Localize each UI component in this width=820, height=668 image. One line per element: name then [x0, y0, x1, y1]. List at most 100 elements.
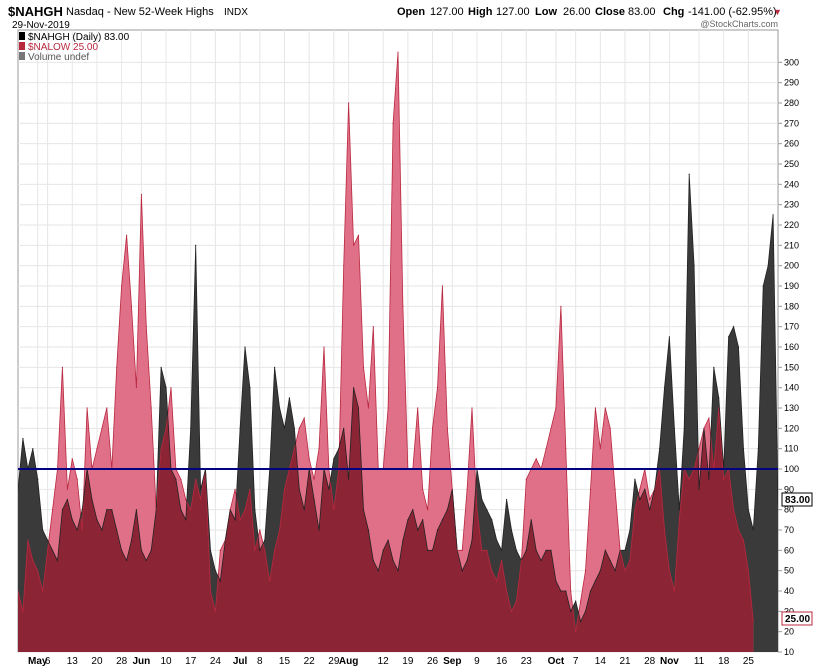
highs-point: [417, 529, 419, 531]
open-label: Open: [397, 6, 425, 18]
highs-point: [496, 539, 498, 541]
y-tick-label: 40: [784, 586, 794, 596]
header-exchange: INDX: [224, 7, 248, 18]
legend-volume: Volume undef: [28, 52, 89, 63]
highs-point: [614, 570, 616, 572]
highs-point: [219, 580, 221, 582]
highs-point: [116, 529, 118, 531]
lows-point: [348, 102, 350, 104]
highs-point: [91, 498, 93, 501]
highs-point: [318, 529, 320, 531]
highs-point: [510, 529, 513, 531]
x-tick-label: 6: [45, 656, 51, 667]
lows-point: [293, 448, 295, 450]
lows-point: [333, 509, 335, 511]
lows-point: [224, 539, 226, 541]
lows-point: [76, 478, 78, 480]
highs-point: [293, 427, 295, 429]
highs-point: [165, 387, 167, 389]
lows-point: [752, 620, 754, 623]
lows-point: [387, 407, 389, 409]
highs-point: [372, 559, 374, 562]
lows-point: [510, 610, 513, 612]
lows-point: [160, 448, 162, 450]
highs-point: [125, 559, 128, 562]
highs-point: [348, 478, 350, 480]
lows-point: [318, 448, 320, 450]
lows-point: [244, 509, 246, 511]
lows-point: [165, 427, 167, 429]
legend-swatch-volume: [19, 52, 25, 60]
lows-point: [397, 51, 399, 53]
close-label: Close: [595, 6, 625, 18]
lows-point: [47, 549, 49, 551]
lows-point: [86, 407, 88, 409]
lows-point: [417, 407, 419, 409]
highs-point: [599, 570, 601, 572]
lows-point: [343, 265, 345, 267]
highs-point: [530, 519, 532, 521]
legend-swatch-highs: [19, 32, 25, 40]
highs-point: [663, 387, 666, 389]
y-tick-label: 190: [784, 281, 799, 291]
x-tick-label: 17: [185, 656, 197, 667]
close-value: 83.00: [628, 6, 656, 18]
highs-point: [481, 498, 483, 501]
highs-point: [515, 549, 518, 551]
x-tick-label: 7: [573, 656, 579, 667]
x-tick-label: 12: [378, 656, 390, 667]
lows-point: [135, 387, 138, 389]
highs-point: [160, 366, 162, 368]
y-tick-label: 290: [784, 78, 799, 88]
highs-point: [412, 509, 414, 511]
highs-point: [555, 580, 557, 582]
highs-point: [106, 509, 108, 511]
lows-point: [372, 326, 374, 328]
y-tick-label: 10: [784, 647, 794, 657]
lows-point: [254, 549, 256, 551]
lows-point: [629, 559, 631, 562]
highs-point: [47, 539, 49, 541]
lows-point: [269, 580, 271, 582]
highs-point: [742, 448, 745, 450]
highs-point: [545, 549, 547, 551]
highs-point: [737, 346, 740, 348]
lows-point: [367, 407, 369, 409]
y-axis: 10 20 30 40 50 60 70 80 90 100 110 120 130 140 150 160 1…: [778, 57, 799, 657]
highs-point: [584, 610, 587, 612]
lows-point: [362, 366, 365, 368]
x-tick-label: 9: [474, 656, 480, 667]
lows-point: [357, 234, 360, 236]
highs-point: [427, 549, 429, 551]
watermark: @StockCharts.com: [700, 19, 778, 29]
highs-point: [392, 559, 394, 562]
lows-point: [140, 193, 142, 196]
highs-point: [274, 366, 276, 368]
highs-point: [747, 509, 749, 511]
highs-point: [422, 519, 424, 521]
lows-point: [550, 427, 552, 429]
highs-point: [209, 549, 212, 551]
lows-point: [505, 590, 508, 592]
lows-price-label: 25.00: [785, 614, 810, 625]
highs-point: [732, 326, 735, 328]
y-tick-label: 280: [784, 98, 799, 108]
y-tick-label: 110: [784, 444, 798, 454]
lows-point: [32, 559, 34, 562]
highs-point: [471, 539, 473, 541]
highs-point: [486, 509, 488, 511]
highs-point: [298, 488, 300, 490]
highs-point: [111, 509, 113, 511]
lows-point: [42, 590, 44, 592]
lows-point: [486, 549, 488, 551]
highs-point: [644, 488, 646, 490]
highs-point: [313, 498, 315, 501]
lows-point: [96, 448, 98, 450]
lows-point: [555, 407, 557, 409]
highs-point: [668, 336, 671, 338]
lows-point: [61, 366, 64, 368]
highs-point: [121, 549, 123, 551]
highs-point: [589, 590, 592, 592]
